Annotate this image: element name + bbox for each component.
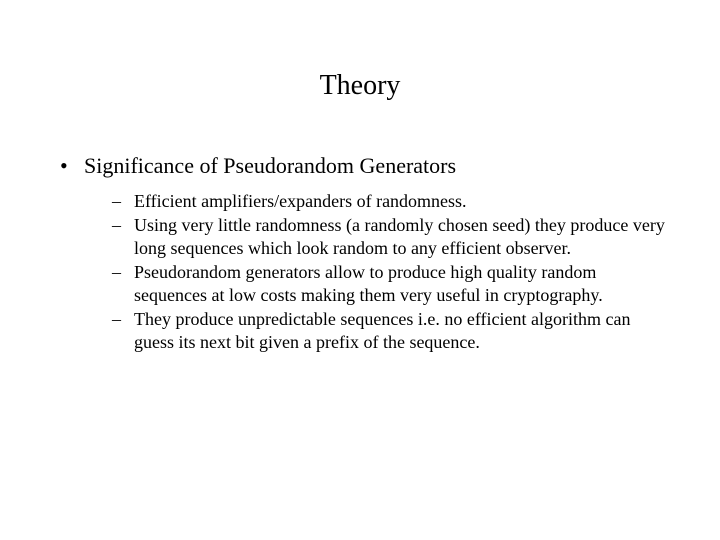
list-item: They produce unpredictable sequences i.e… xyxy=(112,308,670,353)
slide-title: Theory xyxy=(0,70,720,102)
list-item-text: Pseudorandom generators allow to produce… xyxy=(134,262,603,305)
list-item: Efficient amplifiers/expanders of random… xyxy=(112,190,670,213)
list-item-text: They produce unpredictable sequences i.e… xyxy=(134,309,630,352)
list-item-text: Efficient amplifiers/expanders of random… xyxy=(134,191,467,211)
bullet-list-level2: Efficient amplifiers/expanders of random… xyxy=(84,190,670,354)
list-item: Using very little randomness (a randomly… xyxy=(112,214,670,259)
list-item: Pseudorandom generators allow to produce… xyxy=(112,261,670,306)
bullet-list-level1: Significance of Pseudorandom Generators … xyxy=(60,152,670,353)
slide: Theory Significance of Pseudorandom Gene… xyxy=(0,0,720,540)
list-item: Significance of Pseudorandom Generators … xyxy=(60,152,670,353)
list-item-text: Using very little randomness (a randomly… xyxy=(134,215,665,258)
list-item-text: Significance of Pseudorandom Generators xyxy=(84,153,456,178)
slide-content: Significance of Pseudorandom Generators … xyxy=(0,152,720,353)
